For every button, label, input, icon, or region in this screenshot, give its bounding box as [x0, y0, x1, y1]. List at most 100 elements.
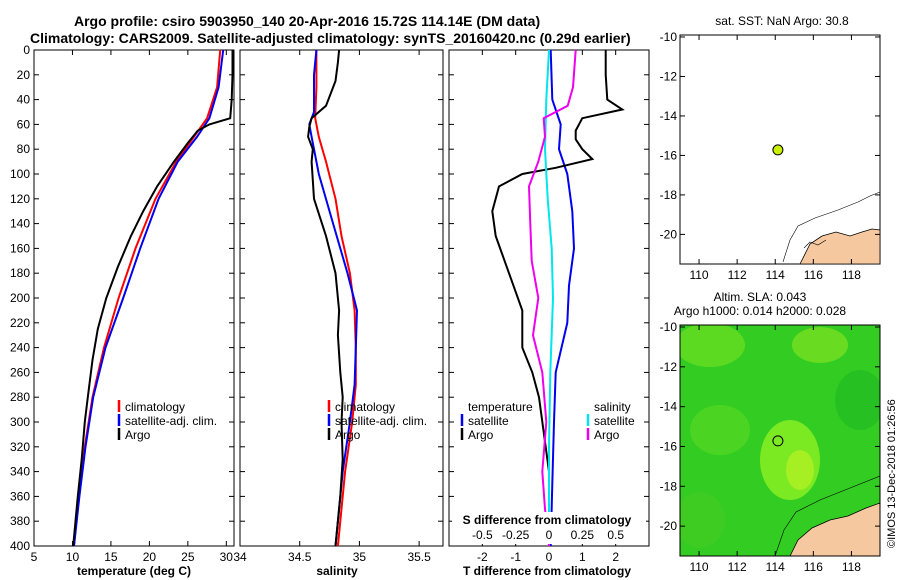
- sst-ticks: 110 112 114 116 118 -10 -12 -14 -16 -18 -20: [660, 30, 880, 282]
- s-difference-label: S difference from climatology: [463, 513, 632, 527]
- series-line: [527, 49, 577, 547]
- sla-subtitle: Argo h1000: 0.014 h2000: 0.028: [674, 304, 846, 318]
- x-tick-label: 30: [220, 550, 234, 564]
- x-tick-label: 118: [842, 268, 861, 282]
- y-tick-label: 140: [10, 217, 30, 231]
- y-tick-label: 340: [10, 465, 30, 479]
- temperature-ticks: 5 10 15 20 25 3002040608010012014016018020022…: [10, 43, 234, 564]
- title-line-2: Climatology: CARS2009. Satellite-adjuste…: [30, 30, 631, 46]
- y-tick-label: -10: [660, 30, 678, 44]
- x-tick-label: -1: [510, 550, 521, 564]
- sla-isobath: [774, 475, 880, 556]
- difference-legend: temperature satellite Argo salinity sate…: [460, 400, 635, 442]
- legend-s-argo: Argo: [594, 428, 620, 442]
- temperature-series: [72, 49, 234, 547]
- y-tick-label: 380: [10, 514, 30, 528]
- series-line: [73, 49, 225, 547]
- series-line: [307, 49, 344, 547]
- x-tick-label: 118: [842, 560, 861, 574]
- sla-field: [680, 325, 880, 556]
- sst-coast-detail: [803, 239, 827, 249]
- legend-temperature-title: temperature: [468, 400, 533, 414]
- legend-s-satellite: satellite: [594, 414, 635, 428]
- series-line: [314, 50, 357, 547]
- s-difference-ticks: -0.5 -0.25 0 0.25 0.5: [472, 528, 624, 542]
- x-tick-label: 116: [804, 560, 823, 574]
- difference-panel: -2 -1 0 1 2 S difference from climatology -0…: [448, 49, 650, 578]
- salinity-panel: 34 34.5 35 35.5 salinity climatology satell…: [233, 49, 444, 578]
- y-tick-label: 0: [23, 43, 30, 57]
- y-tick-label: -10: [660, 320, 678, 334]
- y-tick-label: 360: [10, 489, 30, 503]
- difference-ticks: -2 -1 0 1 2: [449, 49, 649, 564]
- sla-axes: [679, 324, 881, 557]
- y-tick-label: 20: [17, 68, 31, 82]
- temperature-xlabel: temperature (deg C): [77, 564, 191, 578]
- y-tick-label: -12: [660, 69, 678, 83]
- sla-land: [789, 502, 880, 556]
- x-tick-label: 116: [804, 268, 823, 282]
- x-tick-label: 35.5: [407, 550, 431, 564]
- sla-blob: [835, 370, 880, 430]
- x-tick-label: 114: [766, 268, 785, 282]
- y-tick-label: 240: [10, 341, 30, 355]
- y-tick-label: 260: [10, 365, 30, 379]
- y-tick-label: 400: [10, 539, 30, 553]
- legend-satellite: satellite-adj. clim.: [125, 414, 217, 428]
- y-tick-label: 80: [17, 142, 31, 156]
- salinity-ticks: 34 34.5 35 35.5: [233, 49, 443, 564]
- sla-blob: [786, 450, 814, 490]
- difference-series: [491, 49, 625, 547]
- y-tick-label: -16: [660, 439, 678, 453]
- sst-isobath: [782, 191, 881, 263]
- s-tick-label: 0: [546, 528, 553, 542]
- x-tick-label: 112: [728, 268, 747, 282]
- y-tick-label: -20: [660, 227, 678, 241]
- series-line: [308, 49, 359, 547]
- salinity-series: [307, 49, 359, 547]
- s-tick-label: -0.5: [472, 528, 493, 542]
- legend-t-argo: Argo: [468, 428, 494, 442]
- x-tick-label: 112: [728, 560, 747, 574]
- legend-climatology: climatology: [335, 400, 395, 414]
- y-tick-label: 320: [10, 440, 30, 454]
- temperature-panel: 5 10 15 20 25 3002040608010012014016018020022…: [10, 43, 235, 578]
- sst-title: sat. SST: NaN Argo: 30.8: [715, 14, 849, 28]
- sst-map: sat. SST: NaN Argo: 30.8 110 112 114 116 118…: [660, 14, 881, 282]
- title-line-1: Argo profile: csiro 5903950_140 20-Apr-2…: [74, 13, 540, 29]
- x-tick-label: 110: [689, 268, 708, 282]
- sla-title: Altim. SLA: 0.043: [714, 290, 807, 304]
- x-tick-label: 0: [546, 550, 553, 564]
- y-tick-label: 60: [17, 117, 31, 131]
- x-tick-label: 35: [353, 550, 367, 564]
- y-tick-label: 40: [17, 93, 31, 107]
- x-tick-label: 110: [689, 560, 708, 574]
- legend-satellite: satellite-adj. clim.: [335, 414, 427, 428]
- x-tick-label: 2: [612, 550, 619, 564]
- sla-ticks: 110 112 114 116 118 -10 -12 -14 -16 -18 -20: [660, 320, 880, 574]
- x-tick-label: 10: [66, 550, 80, 564]
- x-tick-label: 15: [104, 550, 118, 564]
- temperature-legend: climatology satellite-adj. clim. Argo: [117, 400, 217, 442]
- y-tick-label: -18: [660, 479, 678, 493]
- temperature-axes: [33, 49, 235, 547]
- x-tick-label: 20: [143, 550, 157, 564]
- timestamp-stamp: ©IMOS 13-Dec-2018 01:26:56: [886, 399, 898, 548]
- s-tick-label: 0.25: [571, 528, 595, 542]
- sla-blob: [680, 325, 745, 367]
- legend-salinity-title: salinity: [594, 400, 631, 414]
- y-tick-label: 160: [10, 241, 30, 255]
- y-tick-label: 120: [10, 192, 30, 206]
- series-line: [491, 50, 625, 546]
- y-tick-label: 200: [10, 291, 30, 305]
- legend-argo: Argo: [125, 428, 151, 442]
- legend-climatology: climatology: [125, 400, 185, 414]
- s-axis-box: [452, 512, 646, 544]
- legend-t-satellite: satellite: [468, 414, 509, 428]
- sla-blob: [792, 327, 848, 363]
- x-tick-label: 25: [181, 550, 195, 564]
- argo-position-marker: [772, 435, 784, 447]
- x-tick-label: 114: [766, 560, 785, 574]
- s-tick-label: 0.5: [607, 528, 624, 542]
